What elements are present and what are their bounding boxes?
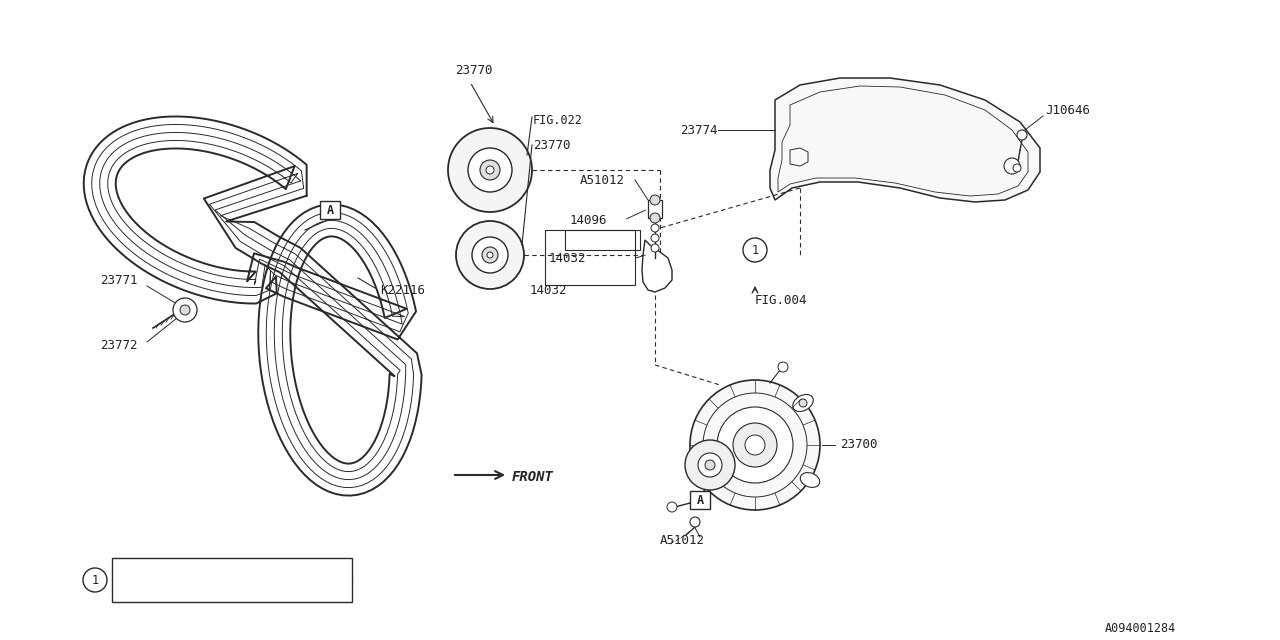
Circle shape: [742, 238, 767, 262]
Circle shape: [717, 407, 794, 483]
Text: FIG.022: FIG.022: [532, 113, 582, 127]
Polygon shape: [771, 78, 1039, 202]
Circle shape: [799, 399, 806, 407]
Circle shape: [690, 380, 820, 510]
Circle shape: [483, 247, 498, 263]
Text: J10646: J10646: [1044, 104, 1091, 116]
Circle shape: [1018, 130, 1027, 140]
Text: 0104S*B (-1203): 0104S*B (-1203): [118, 563, 230, 575]
Text: 14032: 14032: [530, 284, 567, 296]
Circle shape: [472, 237, 508, 273]
Circle shape: [486, 252, 493, 258]
Text: 23770: 23770: [532, 138, 571, 152]
Circle shape: [456, 221, 524, 289]
Text: 23772: 23772: [100, 339, 137, 351]
Text: A51012: A51012: [660, 534, 705, 547]
Text: A: A: [326, 204, 334, 216]
Text: 23774: 23774: [680, 124, 718, 136]
Circle shape: [703, 393, 806, 497]
Circle shape: [698, 453, 722, 477]
Bar: [545, 230, 635, 285]
Text: 14032: 14032: [549, 252, 586, 264]
Bar: [113, 558, 352, 602]
Text: A094001284: A094001284: [1105, 621, 1176, 634]
Circle shape: [173, 298, 197, 322]
Text: FRONT: FRONT: [512, 470, 554, 484]
Text: A51012: A51012: [580, 173, 625, 186]
Circle shape: [650, 213, 660, 223]
Circle shape: [1012, 164, 1021, 172]
Circle shape: [468, 148, 512, 192]
Circle shape: [745, 435, 765, 455]
Text: K22116: K22116: [380, 284, 425, 296]
Text: 1: 1: [751, 243, 759, 257]
Bar: [564, 230, 640, 250]
Ellipse shape: [792, 394, 813, 412]
Circle shape: [650, 195, 660, 205]
Text: 23700: 23700: [840, 438, 878, 451]
Circle shape: [778, 362, 788, 372]
Circle shape: [652, 244, 659, 252]
Text: 14096: 14096: [570, 214, 608, 227]
Circle shape: [685, 440, 735, 490]
Text: J20601  ⟨1203-⟩: J20601 ⟨1203-⟩: [118, 584, 230, 598]
Text: FIG.004: FIG.004: [755, 294, 808, 307]
Circle shape: [690, 517, 700, 527]
Text: 23771: 23771: [100, 273, 137, 287]
Circle shape: [1004, 158, 1020, 174]
Polygon shape: [643, 240, 672, 292]
Text: 1: 1: [91, 573, 99, 586]
Ellipse shape: [800, 472, 819, 488]
Bar: [648, 200, 662, 218]
Circle shape: [83, 568, 108, 592]
Text: 23770: 23770: [454, 63, 493, 77]
Circle shape: [652, 234, 659, 242]
Circle shape: [448, 128, 532, 212]
Circle shape: [667, 502, 677, 512]
Circle shape: [180, 305, 189, 315]
Text: A: A: [696, 493, 704, 506]
Bar: [320, 201, 340, 219]
Circle shape: [705, 460, 716, 470]
Circle shape: [486, 166, 494, 174]
Circle shape: [652, 224, 659, 232]
Bar: [690, 491, 710, 509]
Circle shape: [733, 423, 777, 467]
Circle shape: [480, 160, 500, 180]
